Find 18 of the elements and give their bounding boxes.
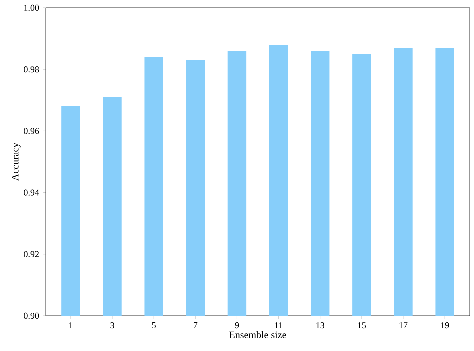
y-axis-title: Accuracy — [12, 142, 21, 182]
y-tick-label: 0.90 — [24, 312, 40, 320]
x-tick-label: 15 — [358, 322, 366, 329]
y-tick-label: 0.94 — [24, 190, 40, 196]
x-tick-label: 19 — [441, 322, 450, 329]
x-tick-label: 17 — [400, 322, 408, 328]
y-tick-label: 1.00 — [24, 4, 40, 12]
y-tick-label: 0.92 — [24, 251, 39, 258]
x-tick-label: 13 — [316, 322, 325, 329]
x-axis-title: Ensemble size — [230, 331, 286, 338]
x-tick-label: 11 — [275, 322, 283, 328]
x-tick-label: 9 — [235, 322, 240, 329]
x-tick-label: 5 — [152, 322, 156, 329]
x-tick-label: 3 — [110, 322, 114, 329]
x-tick-label: 7 — [194, 322, 198, 328]
y-tick-label: 0.96 — [24, 128, 40, 134]
x-tick-label: 1 — [69, 322, 73, 328]
y-tick-label: 0.98 — [24, 66, 40, 73]
